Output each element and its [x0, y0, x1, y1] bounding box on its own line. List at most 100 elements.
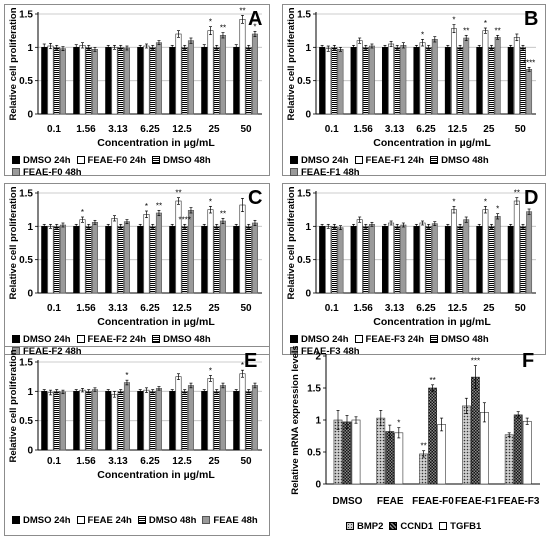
- chart-legend: DMSO 24h FEAE 24h DMSO 48h FEAE 48h: [12, 514, 266, 526]
- bar: [482, 209, 489, 294]
- bar: [187, 40, 194, 115]
- bar: [137, 391, 144, 451]
- error-bar: [138, 223, 142, 229]
- x-tick-label: FEAE-F1: [455, 496, 497, 507]
- significance-marker: *: [452, 16, 455, 25]
- bar: [169, 391, 176, 451]
- bar: [431, 39, 438, 115]
- bar: [137, 47, 144, 115]
- legend-swatch: [290, 335, 298, 343]
- legend-label: FEAE-F1 24h: [365, 154, 425, 166]
- legend-label: DMSO 48h: [441, 333, 489, 345]
- y-tick-label: 1.5: [297, 10, 311, 21]
- error-bar: [202, 389, 206, 394]
- error-bar: [452, 205, 456, 214]
- legend-swatch: [76, 156, 85, 164]
- x-tick-label: 50: [240, 303, 252, 314]
- y-axis-label: Relative mRNA expression levels: [290, 346, 301, 495]
- bar: [245, 391, 252, 451]
- legend-swatch: [12, 168, 20, 176]
- y-tick-label: 0: [315, 480, 321, 491]
- significance-marker: *: [209, 197, 212, 206]
- legend-swatch: [430, 156, 439, 164]
- error-bar: [389, 220, 393, 226]
- x-tick-label: 0.1: [325, 124, 339, 135]
- bar: [337, 227, 344, 294]
- bar: [201, 226, 208, 294]
- x-axis-label: Concentration in µg/mL: [97, 137, 215, 149]
- legend-swatch: [202, 516, 211, 524]
- error-bar: [326, 45, 330, 52]
- x-tick-label: 3.13: [108, 303, 128, 314]
- bar: [519, 226, 526, 294]
- error-bar: [364, 223, 368, 229]
- y-tick-label: 1: [27, 43, 33, 54]
- error-bar: [336, 410, 340, 430]
- legend-item: FEAE-F2 24h: [76, 333, 146, 345]
- error-bar: [106, 44, 110, 50]
- significance-marker: *: [125, 371, 128, 380]
- significance-marker: ****: [178, 215, 190, 224]
- error-bar: [477, 44, 481, 50]
- x-axis-label: Concentration in µg/mL: [373, 137, 491, 149]
- error-bar: [144, 210, 148, 219]
- error-bar: [112, 215, 116, 222]
- bar: [149, 391, 156, 451]
- error-bar: [48, 389, 52, 396]
- legend-item: BMP2: [346, 520, 383, 532]
- bar: [239, 204, 246, 294]
- error-bar: [93, 387, 97, 392]
- error-bar: [125, 45, 129, 51]
- significance-marker: *: [209, 366, 212, 375]
- significance-marker: *: [484, 197, 487, 206]
- x-tick-label: 25: [483, 124, 495, 135]
- legend-item: DMSO 24h: [12, 333, 71, 345]
- x-tick-label: 3.13: [385, 303, 405, 314]
- y-tick-label: 0.5: [19, 416, 33, 427]
- bar: [181, 47, 188, 115]
- error-bar: [509, 223, 513, 229]
- y-tick-label: 0.5: [19, 76, 33, 87]
- legend-item: DMSO 48h: [152, 154, 211, 166]
- error-bar: [388, 424, 392, 439]
- legend-swatch: [354, 335, 363, 343]
- x-tick-label: 12.5: [448, 303, 468, 314]
- legend-swatch: [137, 516, 146, 524]
- y-tick-label: 1: [305, 222, 311, 233]
- chart-panel-b: 0 0.5 1 1.5 * * ** * ** **** 0.1 1.56 3.13 6.25 12.5 25…: [282, 4, 546, 178]
- bar: [471, 376, 480, 485]
- bar: [143, 214, 150, 294]
- bar: [488, 226, 495, 294]
- error-bar: [208, 375, 212, 382]
- bar: [47, 45, 54, 115]
- error-bar: [234, 44, 238, 51]
- x-tick-label: 3.13: [108, 124, 128, 135]
- chart-legend: DMSO 24h FEAE-F1 24h DMSO 48h FEAE-F1 48h: [290, 154, 542, 178]
- error-bar: [358, 37, 362, 44]
- error-bar: [202, 44, 206, 51]
- bar: [207, 378, 214, 451]
- legend-item: DMSO 48h: [430, 333, 489, 345]
- error-bar: [170, 389, 174, 394]
- chart-svg: 00.511.5******0.1 1.56 3.13 6.25 12.5 25 50Con…: [8, 6, 262, 149]
- legend-item: FEAE 48h: [202, 514, 258, 526]
- significance-marker: *: [484, 19, 487, 28]
- bar: [169, 47, 176, 115]
- bar: [175, 376, 182, 451]
- error-bar: [490, 44, 494, 50]
- legend-label: FEAE-F2 48h: [23, 345, 82, 357]
- bar: [368, 45, 375, 115]
- bar: [239, 19, 246, 115]
- error-bar: [119, 389, 123, 394]
- panel-label: C: [248, 187, 263, 209]
- bar: [207, 209, 214, 294]
- legend-swatch: [12, 156, 20, 164]
- legend-item: TGFB1: [439, 520, 481, 532]
- bar: [350, 47, 357, 115]
- significance-marker: **: [429, 376, 435, 385]
- x-tick-label: 25: [483, 303, 495, 314]
- error-bar: [352, 44, 356, 50]
- x-tick-label: FEAE: [377, 496, 404, 507]
- legend-item: FEAE 24h: [76, 514, 132, 526]
- significance-marker: *: [397, 419, 400, 428]
